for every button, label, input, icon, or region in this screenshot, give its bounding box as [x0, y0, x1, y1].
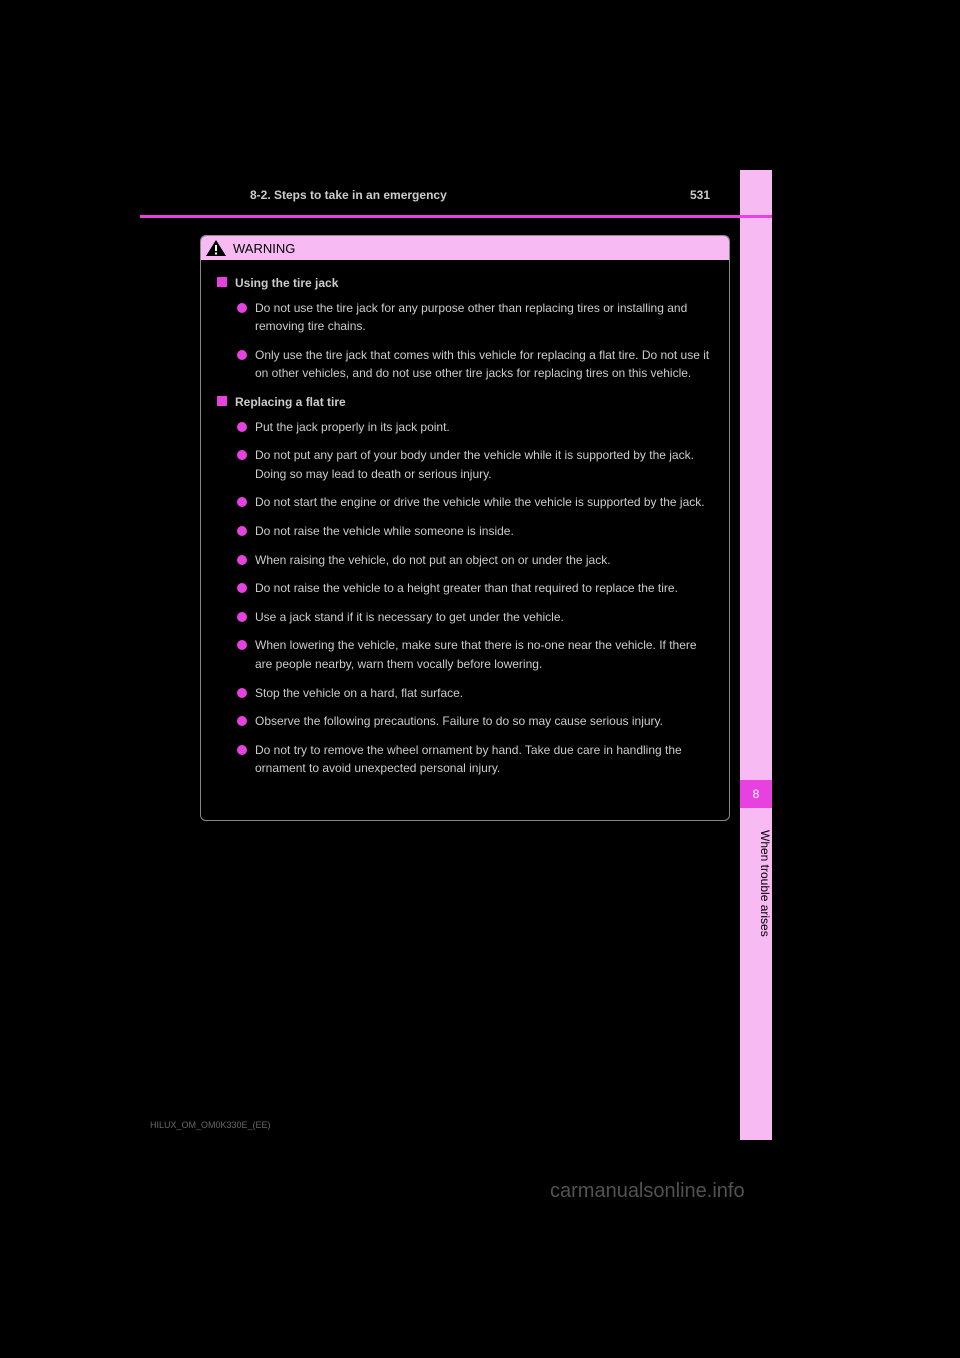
round-bullet-icon: [237, 583, 247, 593]
list-item: Do not try to remove the wheel ornament …: [237, 741, 713, 778]
chapter-number-badge: 8: [740, 780, 772, 808]
side-chapter-tab: 8 When trouble arises: [740, 170, 772, 1140]
bullet-text: Do not use the tire jack for any purpose…: [255, 299, 713, 336]
footer-doc-tag: HILUX_OM_OM0K330E_(EE): [150, 1120, 271, 1130]
warning-callout: WARNING Using the tire jack Do not use t…: [200, 235, 730, 821]
round-bullet-icon: [237, 612, 247, 622]
bullet-text: Do not try to remove the wheel ornament …: [255, 741, 713, 778]
list-item: Do not start the engine or drive the veh…: [237, 493, 713, 512]
list-item: When lowering the vehicle, make sure tha…: [237, 636, 713, 673]
bullet-text: Only use the tire jack that comes with t…: [255, 346, 713, 383]
bullet-list: Do not use the tire jack for any purpose…: [217, 299, 713, 383]
chapter-title-vertical: When trouble arises: [740, 830, 772, 937]
list-item: Do not put any part of your body under t…: [237, 446, 713, 483]
round-bullet-icon: [237, 745, 247, 755]
list-item: Do not raise the vehicle to a height gre…: [237, 579, 713, 598]
bullet-text: Use a jack stand if it is necessary to g…: [255, 608, 713, 627]
warning-section: Replacing a flat tire Put the jack prope…: [217, 393, 713, 778]
header-divider: [140, 215, 772, 218]
round-bullet-icon: [237, 497, 247, 507]
page-header: 8-2. Steps to take in an emergency: [250, 188, 730, 202]
square-bullet-icon: [217, 277, 227, 287]
round-bullet-icon: [237, 716, 247, 726]
bullet-text: Do not raise the vehicle to a height gre…: [255, 579, 713, 598]
bullet-text: Stop the vehicle on a hard, flat surface…: [255, 684, 713, 703]
square-bullet-icon: [217, 396, 227, 406]
warning-triangle-icon: [205, 239, 227, 257]
bullet-text: When raising the vehicle, do not put an …: [255, 551, 713, 570]
round-bullet-icon: [237, 526, 247, 536]
section-title-text: Using the tire jack: [235, 274, 338, 293]
round-bullet-icon: [237, 450, 247, 460]
warning-header: WARNING: [201, 236, 729, 260]
list-item: Use a jack stand if it is necessary to g…: [237, 608, 713, 627]
bullet-list: Put the jack properly in its jack point.…: [217, 418, 713, 778]
section-heading: Replacing a flat tire: [217, 393, 713, 412]
round-bullet-icon: [237, 555, 247, 565]
list-item: Observe the following precautions. Failu…: [237, 712, 713, 731]
watermark-text: carmanualsonline.info: [550, 1180, 745, 1203]
list-item: Do not raise the vehicle while someone i…: [237, 522, 713, 541]
bullet-text: Observe the following precautions. Failu…: [255, 712, 713, 731]
list-item: When raising the vehicle, do not put an …: [237, 551, 713, 570]
round-bullet-icon: [237, 422, 247, 432]
bullet-text: When lowering the vehicle, make sure tha…: [255, 636, 713, 673]
bullet-text: Do not raise the vehicle while someone i…: [255, 522, 713, 541]
bullet-text: Put the jack properly in its jack point.: [255, 418, 713, 437]
warning-label: WARNING: [233, 241, 295, 256]
list-item: Stop the vehicle on a hard, flat surface…: [237, 684, 713, 703]
round-bullet-icon: [237, 640, 247, 650]
bullet-text: Do not start the engine or drive the veh…: [255, 493, 713, 512]
warning-body: Using the tire jack Do not use the tire …: [201, 260, 729, 820]
round-bullet-icon: [237, 688, 247, 698]
bullet-text: Do not put any part of your body under t…: [255, 446, 713, 483]
list-item: Put the jack properly in its jack point.: [237, 418, 713, 437]
list-item: Do not use the tire jack for any purpose…: [237, 299, 713, 336]
list-item: Only use the tire jack that comes with t…: [237, 346, 713, 383]
section-title-text: Replacing a flat tire: [235, 393, 346, 412]
warning-section: Using the tire jack Do not use the tire …: [217, 274, 713, 383]
section-breadcrumb: 8-2. Steps to take in an emergency: [250, 188, 447, 202]
page-number: 531: [690, 188, 710, 202]
round-bullet-icon: [237, 350, 247, 360]
round-bullet-icon: [237, 303, 247, 313]
section-heading: Using the tire jack: [217, 274, 713, 293]
